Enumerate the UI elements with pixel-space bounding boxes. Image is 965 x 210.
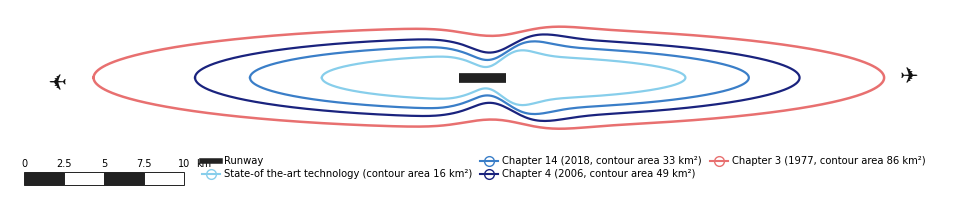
Bar	[104, 172, 145, 185]
Text: ✈: ✈	[46, 68, 65, 88]
Bar	[145, 172, 184, 185]
Text: ✈: ✈	[900, 68, 919, 88]
Bar	[64, 172, 104, 185]
Text: km: km	[196, 159, 211, 169]
Text: 10: 10	[179, 159, 190, 169]
Bar	[24, 172, 65, 185]
Text: 0: 0	[21, 159, 27, 169]
Text: 2.5: 2.5	[56, 159, 72, 169]
Text: 5: 5	[101, 159, 107, 169]
Text: 7.5: 7.5	[136, 159, 152, 169]
Legend: Runway, State-of the-art technology (contour area 16 km²), Chapter 14 (2018, con: Runway, State-of the-art technology (con…	[198, 152, 929, 183]
